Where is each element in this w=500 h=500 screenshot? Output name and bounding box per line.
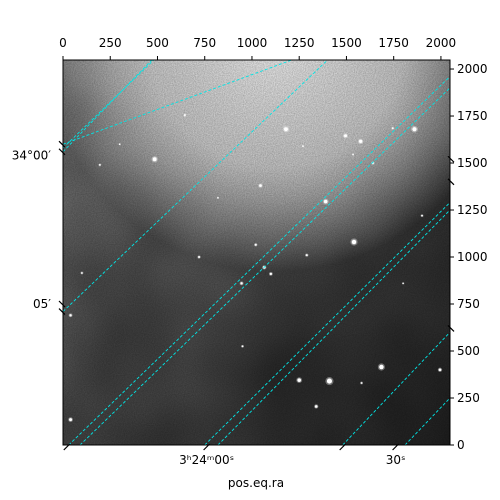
star xyxy=(240,282,243,285)
y-tick-label: 750 xyxy=(457,297,480,311)
ra-tick xyxy=(63,443,71,451)
grid-line xyxy=(79,87,450,445)
x-tick-label: 1500 xyxy=(331,36,362,50)
star xyxy=(302,145,304,147)
x-tick-label: 2000 xyxy=(426,36,457,50)
stars xyxy=(68,113,443,423)
dec-tick xyxy=(58,308,66,315)
image-area xyxy=(63,60,450,445)
y-tick-label: 2000 xyxy=(457,62,488,76)
x-tick-label: 250 xyxy=(99,36,122,50)
y-tick-label: 0 xyxy=(457,438,465,452)
star xyxy=(259,184,262,187)
star xyxy=(402,282,404,285)
star xyxy=(241,345,244,348)
x-tick-label: 1000 xyxy=(237,36,268,50)
pixel-x-axis-top: 0 250 500 750 1000 1250 1500 1750 2000 xyxy=(59,36,456,60)
star xyxy=(421,214,423,217)
star xyxy=(152,157,157,162)
star xyxy=(217,197,219,199)
ra-tick xyxy=(203,443,211,451)
star xyxy=(69,418,73,422)
star xyxy=(305,254,308,257)
sky-noise xyxy=(63,60,450,445)
dec-tick-label: 05′ xyxy=(33,297,51,311)
star xyxy=(314,405,318,408)
plot-frame xyxy=(62,59,451,446)
x-tick-label: 500 xyxy=(146,36,169,50)
dec-tick xyxy=(58,148,66,156)
dec-tick xyxy=(58,140,66,148)
grid-line xyxy=(217,209,450,445)
y-tick-label: 1250 xyxy=(457,203,488,217)
star xyxy=(80,272,83,274)
star xyxy=(351,239,357,245)
world-tick xyxy=(447,325,455,332)
star xyxy=(254,243,257,246)
ra-tick xyxy=(392,443,400,451)
ra-tick-label: 3ʰ24ᵐ00ˢ xyxy=(179,453,234,467)
star xyxy=(412,127,417,132)
grid-line xyxy=(63,60,155,149)
star xyxy=(379,364,384,370)
grid-line xyxy=(63,60,153,153)
star xyxy=(391,127,394,130)
dec-tick xyxy=(58,300,66,308)
pixel-y-axis-right: 0 250 500 750 1000 1250 1500 1750 2000 xyxy=(447,62,488,452)
grid-line xyxy=(342,331,450,445)
grid-line xyxy=(404,397,450,445)
grid-line xyxy=(63,60,292,145)
star xyxy=(284,127,288,132)
grid-line xyxy=(68,76,450,445)
y-tick-label: 500 xyxy=(457,344,480,358)
world-tick xyxy=(447,178,455,186)
star xyxy=(69,314,72,317)
dec-axis-left: 34°00′ 05′ xyxy=(12,140,66,315)
y-tick-label: 1000 xyxy=(457,250,488,264)
star xyxy=(98,163,101,166)
x-axis-title: pos.eq.ra xyxy=(228,476,284,490)
star xyxy=(297,378,302,382)
ra-tick-label: 30ˢ xyxy=(386,453,406,467)
grid-line xyxy=(63,60,328,312)
y-tick-label: 1500 xyxy=(457,156,488,170)
x-tick-label: 1750 xyxy=(378,36,409,50)
star xyxy=(326,378,332,384)
star xyxy=(438,368,442,372)
star xyxy=(360,382,363,384)
y-tick-label: 250 xyxy=(457,391,480,405)
world-tick xyxy=(447,155,455,163)
ra-axis-bottom: 3ʰ24ᵐ00ˢ 30ˢ xyxy=(63,443,406,467)
star xyxy=(344,134,348,138)
grid-line xyxy=(204,202,450,445)
x-tick-label: 750 xyxy=(193,36,216,50)
coordinate-grid xyxy=(63,60,450,445)
star xyxy=(118,143,121,145)
star xyxy=(323,199,328,204)
star xyxy=(198,255,201,259)
y-tick-label: 1750 xyxy=(457,109,488,123)
star xyxy=(269,272,273,276)
star xyxy=(352,153,354,156)
dec-tick-label: 34°00′ xyxy=(12,148,52,162)
star xyxy=(358,139,363,144)
x-tick-label: 1250 xyxy=(284,36,315,50)
star xyxy=(183,114,186,116)
x-tick-label: 0 xyxy=(59,36,67,50)
ra-tick xyxy=(339,443,347,451)
